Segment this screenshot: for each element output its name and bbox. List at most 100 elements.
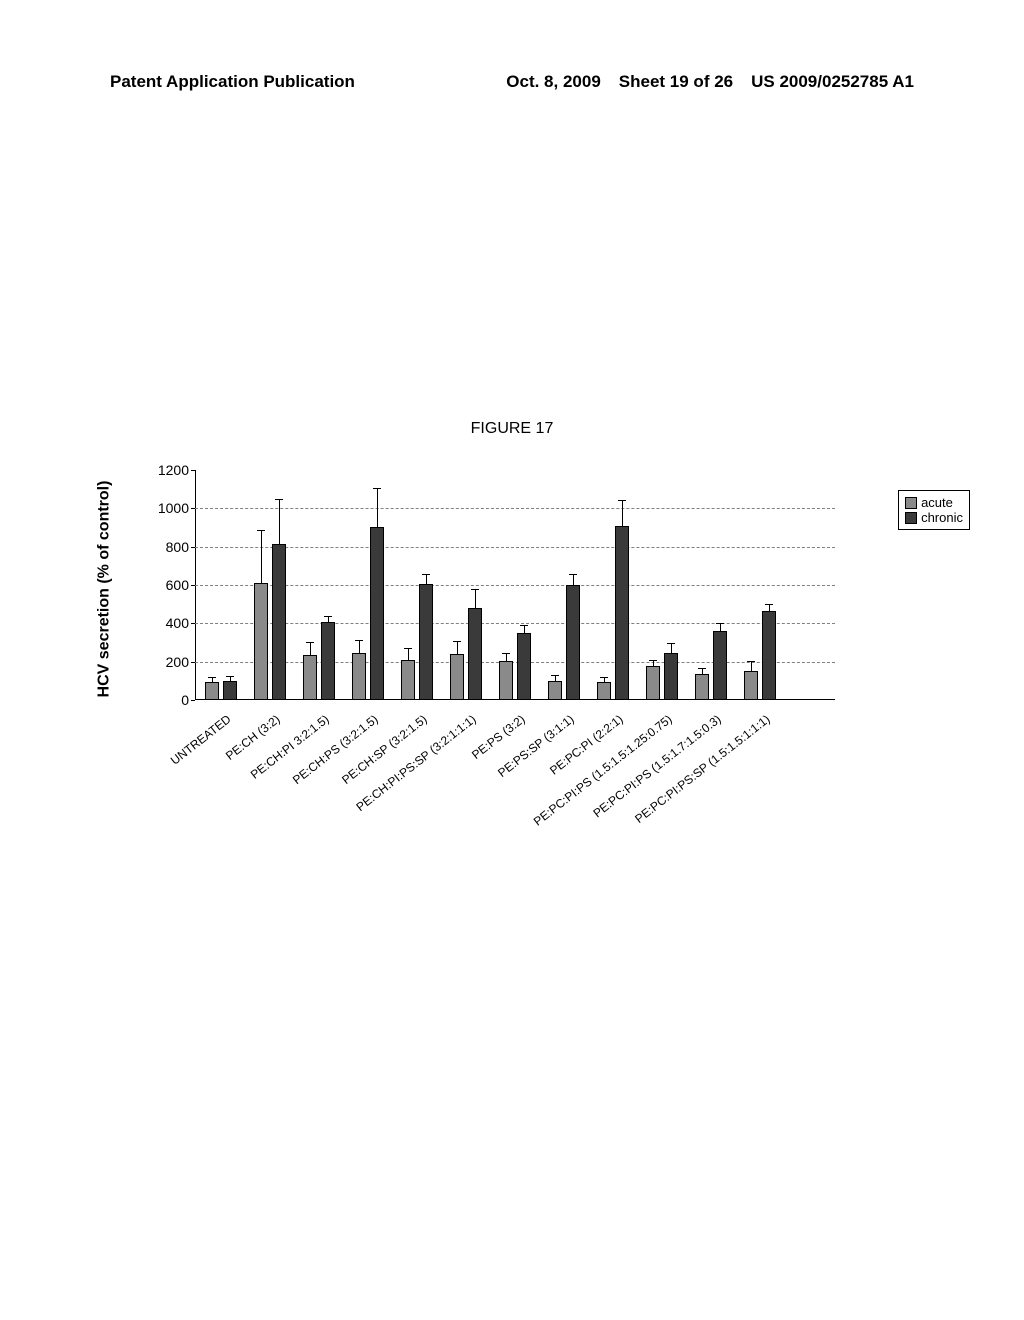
y-tick-mark [191, 508, 195, 509]
error-cap [471, 589, 479, 590]
x-tick-label: PE:CH:SP (3:2:1.5) [339, 712, 429, 787]
bar-acute [646, 666, 660, 700]
error-cap [618, 500, 626, 501]
y-tick-label: 600 [166, 577, 189, 593]
error-cap [422, 574, 430, 575]
bar-acute [450, 654, 464, 700]
error-cap [698, 668, 706, 669]
chart: HCV secretion (% of control) 02004006008… [110, 470, 940, 930]
legend-swatch-acute [905, 497, 917, 509]
page-header: Patent Application Publication Oct. 8, 2… [0, 72, 1024, 96]
legend-label-acute: acute [921, 495, 953, 510]
error-cap [502, 653, 510, 654]
error-cap [667, 643, 675, 644]
y-axis-title-wrap: HCV secretion (% of control) [86, 470, 106, 700]
y-tick-label: 1000 [158, 500, 189, 516]
error-bar [261, 530, 262, 583]
y-tick-label: 800 [166, 539, 189, 555]
bar-chronic [370, 527, 384, 700]
error-cap [306, 642, 314, 643]
legend-item-chronic: chronic [905, 510, 963, 525]
header-date: Oct. 8, 2009 [506, 72, 601, 96]
x-tick-label: UNTREATED [168, 712, 234, 768]
error-bar [653, 660, 654, 667]
error-cap [324, 616, 332, 617]
x-axis-line [195, 699, 835, 700]
error-cap [355, 640, 363, 641]
bar-acute [548, 681, 562, 700]
error-bar [769, 604, 770, 611]
error-cap [551, 675, 559, 676]
bar-chronic [468, 608, 482, 700]
legend-swatch-chronic [905, 512, 917, 524]
error-cap [226, 676, 234, 677]
error-cap [208, 677, 216, 678]
y-tick-mark [191, 547, 195, 548]
error-bar [279, 499, 280, 544]
error-cap [257, 530, 265, 531]
error-cap [275, 499, 283, 500]
y-tick-mark [191, 662, 195, 663]
bar-acute [303, 655, 317, 700]
error-bar [328, 616, 329, 623]
error-cap [600, 677, 608, 678]
error-cap [747, 661, 755, 662]
error-bar [506, 653, 507, 661]
y-tick-label: 400 [166, 615, 189, 631]
bar-chronic [566, 585, 580, 700]
error-cap [453, 641, 461, 642]
y-tick-label: 0 [181, 692, 189, 708]
error-bar [408, 648, 409, 660]
error-bar [310, 642, 311, 655]
error-bar [720, 623, 721, 631]
header-right: Oct. 8, 2009 Sheet 19 of 26 US 2009/0252… [506, 72, 914, 96]
bar-acute [401, 660, 415, 700]
error-bar [751, 661, 752, 672]
legend-label-chronic: chronic [921, 510, 963, 525]
bar-chronic [419, 584, 433, 700]
error-cap [373, 488, 381, 489]
bar-chronic [321, 622, 335, 700]
error-bar [622, 500, 623, 526]
error-cap [716, 623, 724, 624]
y-axis-title: HCV secretion (% of control) [95, 481, 113, 698]
error-bar [524, 625, 525, 633]
grid-line [195, 623, 835, 624]
error-bar [475, 589, 476, 608]
bar-acute [695, 674, 709, 700]
page: Patent Application Publication Oct. 8, 2… [0, 0, 1024, 1320]
y-tick-label: 1200 [158, 462, 189, 478]
bar-chronic [713, 631, 727, 700]
header-sheet: Sheet 19 of 26 [619, 72, 733, 96]
header-left: Patent Application Publication [110, 72, 355, 96]
bar-chronic [272, 544, 286, 700]
error-cap [520, 625, 528, 626]
y-tick-label: 200 [166, 654, 189, 670]
y-tick-mark [191, 585, 195, 586]
plot-area: 020040060080010001200 [195, 470, 835, 700]
bar-acute [205, 682, 219, 700]
bar-acute [499, 661, 513, 700]
error-bar [426, 574, 427, 585]
y-tick-mark [191, 700, 195, 701]
bar-chronic [762, 611, 776, 700]
bar-chronic [664, 653, 678, 700]
grid-line [195, 662, 835, 663]
error-bar [359, 640, 360, 653]
bar-acute [744, 671, 758, 700]
error-cap [404, 648, 412, 649]
header-pubno: US 2009/0252785 A1 [751, 72, 914, 96]
bar-chronic [223, 681, 237, 700]
legend-item-acute: acute [905, 495, 963, 510]
bar-acute [352, 653, 366, 700]
y-tick-mark [191, 623, 195, 624]
bar-chronic [615, 526, 629, 700]
error-bar [671, 643, 672, 653]
grid-line [195, 508, 835, 509]
grid-line [195, 547, 835, 548]
grid-line [195, 585, 835, 586]
bar-acute [597, 682, 611, 700]
error-bar [377, 488, 378, 526]
error-cap [765, 604, 773, 605]
legend: acute chronic [898, 490, 970, 530]
